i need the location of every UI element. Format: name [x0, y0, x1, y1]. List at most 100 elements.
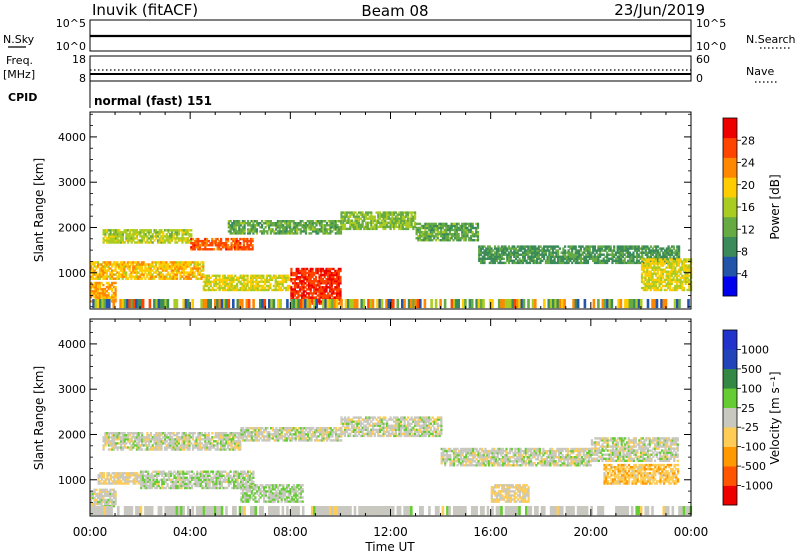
- echo-cell: [100, 267, 103, 270]
- echo-cell: [291, 437, 294, 440]
- echo-cell: [90, 277, 93, 280]
- echo-cell: [431, 239, 434, 242]
- echo-cell: [569, 251, 572, 254]
- echo-cell: [384, 223, 387, 226]
- echo-cell: [492, 261, 495, 265]
- echo-cell: [237, 244, 240, 247]
- echo-cell: [299, 288, 302, 291]
- echo-cell: [109, 285, 112, 289]
- echo-cell: [455, 230, 459, 234]
- echo-cell: [550, 251, 553, 254]
- echo-cell: [653, 278, 656, 282]
- echo-cell: [676, 247, 679, 250]
- echo-cell: [90, 296, 93, 299]
- echo-cell: [434, 226, 437, 230]
- echo-cell: [120, 237, 123, 240]
- echo-cell: [250, 282, 253, 286]
- echo-cell: [230, 244, 233, 247]
- echo-cell: [334, 280, 337, 283]
- echo-cell: [248, 244, 251, 247]
- echo-cell: [316, 294, 319, 297]
- echo-cell: [572, 245, 575, 248]
- echo-cell: [307, 269, 311, 273]
- echo-cell: [144, 444, 147, 447]
- echo-cell: [290, 288, 293, 291]
- near-range-cell: [502, 299, 505, 309]
- echo-cell: [116, 275, 119, 278]
- echo-cell: [278, 230, 281, 233]
- echo-cell: [177, 239, 181, 242]
- echo-cell: [155, 434, 158, 437]
- colorbar-tick-label: 4: [741, 268, 748, 281]
- echo-cell: [414, 211, 417, 214]
- near-range-cell: [552, 299, 555, 309]
- echo-cell: [252, 230, 255, 233]
- near-range-cell: [520, 299, 524, 309]
- echo-cell: [137, 241, 140, 244]
- echo-cell: [121, 239, 124, 242]
- echo-cell: [440, 226, 443, 230]
- echo-cell: [167, 229, 170, 232]
- echo-cell: [628, 247, 632, 250]
- echo-cell: [102, 269, 105, 272]
- echo-cell: [272, 284, 275, 288]
- echo-cell: [663, 258, 666, 261]
- near-range-cell: [292, 299, 296, 309]
- echo-cell: [121, 438, 124, 441]
- echo-cell: [231, 228, 234, 231]
- echo-cell: [646, 262, 649, 265]
- echo-cell: [269, 220, 272, 223]
- echo-cell: [667, 253, 670, 256]
- echo-cell: [343, 227, 347, 231]
- echo-cell: [223, 276, 226, 279]
- echo-cell: [669, 282, 672, 286]
- echo-cell: [372, 221, 375, 224]
- echo-cell: [461, 222, 464, 226]
- echo-cell: [107, 237, 110, 240]
- echo-cell: [669, 272, 672, 275]
- echo-cell: [640, 272, 644, 275]
- echo-cell: [181, 231, 184, 234]
- echo-cell: [135, 261, 138, 264]
- echo-cell: [227, 438, 230, 441]
- echo-cell: [328, 267, 332, 271]
- echo-cell: [469, 235, 473, 238]
- echo-cell: [513, 255, 516, 258]
- echo-cell: [216, 440, 219, 443]
- echo-cell: [382, 217, 385, 220]
- echo-cell: [174, 265, 177, 268]
- echo-cell: [329, 222, 332, 225]
- echo-cell: [156, 446, 160, 449]
- echo-cell: [417, 237, 420, 240]
- echo-cell: [160, 265, 163, 268]
- echo-cell: [266, 222, 269, 225]
- echo-cell: [483, 257, 486, 260]
- echo-cell: [244, 284, 247, 288]
- echo-cell: [314, 267, 318, 271]
- echo-cell: [231, 222, 234, 225]
- echo-cell: [632, 257, 635, 260]
- echo-cell: [375, 219, 378, 222]
- echo-cell: [176, 237, 179, 240]
- echo-cell: [669, 264, 672, 267]
- echo-cell: [462, 232, 466, 236]
- echo-cell: [125, 233, 128, 236]
- echo-cell: [119, 273, 122, 276]
- echo-cell: [220, 284, 223, 288]
- echo-cell: [462, 222, 466, 226]
- echo-cell: [275, 427, 278, 430]
- echo-cell: [280, 435, 283, 438]
- echo-cell: [647, 270, 651, 273]
- echo-cell: [327, 271, 330, 275]
- echo-cell: [320, 282, 323, 285]
- echo-cell: [330, 275, 333, 279]
- echo-cell: [649, 272, 652, 275]
- echo-cell: [475, 235, 478, 238]
- echo-cell: [246, 288, 249, 292]
- echo-cell: [242, 246, 245, 249]
- echo-cell: [200, 242, 203, 245]
- echo-cell: [400, 219, 403, 222]
- echo-cell: [118, 446, 121, 449]
- echo-cell: [237, 446, 240, 449]
- echo-cell: [113, 241, 116, 244]
